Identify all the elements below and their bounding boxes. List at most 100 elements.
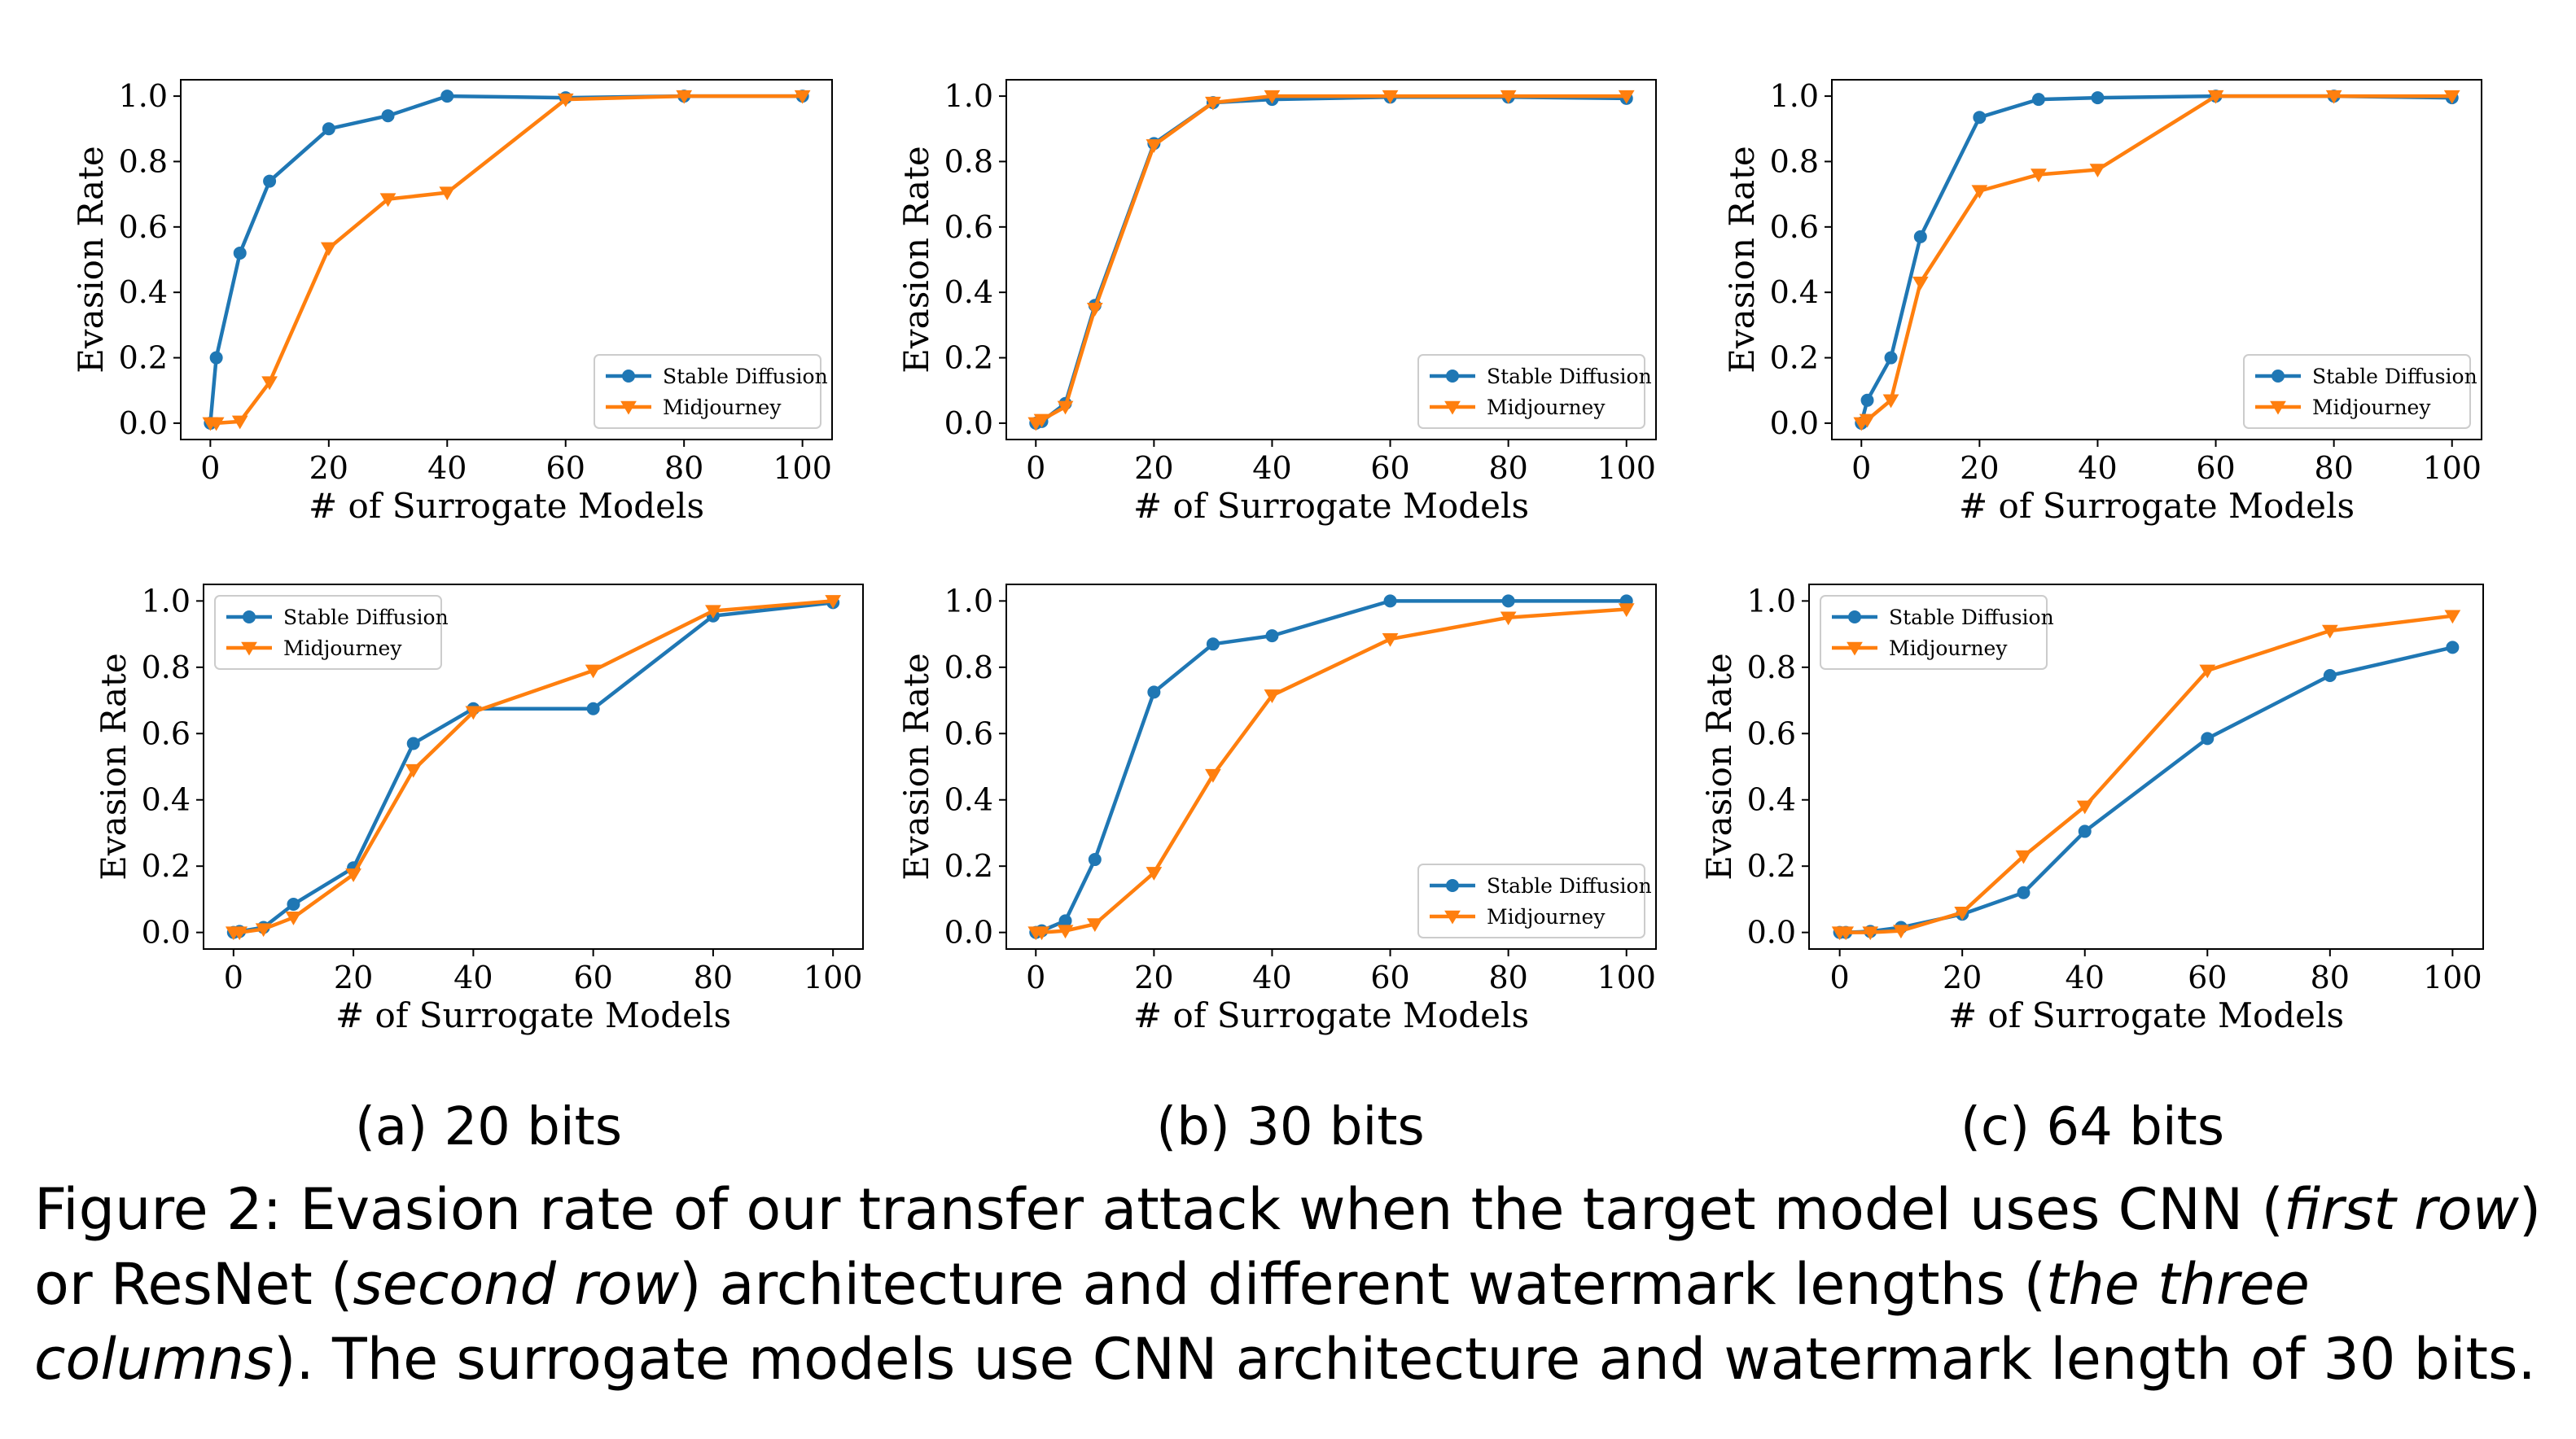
plot-frame <box>203 584 864 950</box>
x-tick-label: 60 <box>573 960 612 995</box>
series-line-midjourney <box>233 599 834 934</box>
y-tick-label: 1.0 <box>1747 583 1796 619</box>
plot-frame <box>1005 79 1657 440</box>
data-point-midjourney <box>825 595 842 609</box>
data-point-midjourney <box>231 926 248 941</box>
legend: Stable Diffusion Midjourney <box>214 595 449 670</box>
data-point-midjourney <box>1862 926 1879 941</box>
y-tick-label: 1.0 <box>142 583 191 619</box>
legend-label-stable-diffusion: Stable Diffusion <box>1487 874 1652 898</box>
y-tick-label: 0.2 <box>944 340 993 376</box>
data-point-midjourney <box>208 417 225 431</box>
x-tick-label: 20 <box>1134 450 1173 486</box>
legend-box <box>594 354 821 429</box>
y-tick-label: 0.8 <box>119 143 168 179</box>
y-tick-label: 0.4 <box>119 274 168 310</box>
data-point-midjourney <box>2031 168 2047 183</box>
data-point-stable-diffusion <box>1206 637 1220 651</box>
data-point-stable-diffusion <box>2017 886 2031 899</box>
data-point-midjourney <box>1382 90 1399 104</box>
data-point-midjourney <box>1205 768 1221 783</box>
x-tick-label: 100 <box>804 960 863 995</box>
legend-label-midjourney: Midjourney <box>2312 396 2431 419</box>
plot-frame <box>180 79 833 440</box>
data-point-stable-diffusion <box>2201 732 2215 746</box>
y-tick-label: 0.0 <box>142 915 191 951</box>
data-point-stable-diffusion <box>287 898 300 912</box>
series-line-stable-diffusion <box>1035 599 1627 934</box>
data-point-midjourney <box>2015 850 2032 864</box>
data-point-stable-diffusion <box>1147 685 1161 699</box>
x-tick-label: 60 <box>1370 450 1409 486</box>
data-point-stable-diffusion <box>209 351 223 365</box>
data-point-midjourney <box>1205 96 1221 111</box>
data-point-midjourney <box>1264 689 1281 703</box>
legend-box <box>2243 354 2471 429</box>
data-point-midjourney <box>405 763 422 778</box>
data-point-stable-diffusion <box>1973 111 1987 125</box>
series-line-stable-diffusion <box>1839 645 2453 934</box>
legend-label-stable-diffusion: Stable Diffusion <box>663 365 828 388</box>
data-point-midjourney <box>1971 185 1988 199</box>
data-point-stable-diffusion <box>406 737 420 750</box>
legend-marker-stable-diffusion <box>2272 370 2285 383</box>
caption-emphasis-1: first row <box>2283 1176 2519 1243</box>
legend-box <box>1417 864 1645 938</box>
legend-box <box>1820 595 2048 670</box>
x-tick-label: 40 <box>427 450 467 486</box>
y-tick-label: 0.6 <box>1747 715 1796 751</box>
x-axis-label: # of Surrogate Models <box>1133 486 1529 526</box>
data-point-midjourney <box>1033 413 1050 428</box>
plot-frame <box>1005 584 1657 950</box>
x-tick-label: 40 <box>2066 960 2105 995</box>
y-tick-label: 0.8 <box>142 650 191 685</box>
y-tick-label: 1.0 <box>119 78 168 114</box>
data-point-stable-diffusion <box>2323 669 2337 682</box>
x-axis-label: # of Surrogate Models <box>1133 995 1529 1035</box>
data-point-stable-diffusion <box>1860 393 1874 407</box>
data-point-midjourney <box>1618 90 1635 104</box>
data-point-midjourney <box>1146 139 1163 153</box>
y-axis-label: Evasion Rate <box>896 146 936 373</box>
data-point-midjourney <box>1838 926 1855 941</box>
y-tick-label: 0.2 <box>142 848 191 884</box>
data-point-stable-diffusion <box>2031 93 2045 107</box>
x-tick-label: 80 <box>664 450 703 486</box>
chart-panel-3: 0 20 40 60 80 100 0.0 0.2 0.4 0.6 0.8 1.0 # of Surro… <box>1722 78 2482 526</box>
x-tick-label: 40 <box>453 960 493 995</box>
series-line-midjourney <box>1860 94 2452 425</box>
legend: Stable Diffusion Midjourney <box>594 354 828 429</box>
x-tick-label: 20 <box>309 450 348 486</box>
y-tick-label: 0.4 <box>944 782 993 818</box>
y-tick-label: 0.0 <box>1747 915 1796 951</box>
data-point-stable-diffusion <box>1383 594 1397 608</box>
x-tick-label: 100 <box>773 450 832 486</box>
data-point-midjourney <box>231 415 248 430</box>
legend-marker-midjourney <box>620 400 637 415</box>
subfigure-label-c: (c) 64 bits <box>1960 1097 2225 1157</box>
data-point-midjourney <box>1893 925 1909 939</box>
y-tick-label: 0.4 <box>1747 782 1796 818</box>
subfigure-label-a: (a) 20 bits <box>354 1097 623 1157</box>
data-point-midjourney <box>2089 164 2106 178</box>
legend: Stable Diffusion Midjourney <box>1820 595 2054 670</box>
y-tick-label: 0.2 <box>944 848 993 884</box>
legend-label-stable-diffusion: Stable Diffusion <box>1487 365 1652 388</box>
x-tick-label: 20 <box>1960 450 1999 486</box>
data-point-stable-diffusion <box>2091 91 2105 105</box>
caption-text-3: ) architecture and different watermark l… <box>679 1251 2046 1318</box>
x-tick-label: 60 <box>2196 450 2235 486</box>
legend: Stable Diffusion Midjourney <box>1417 864 1652 938</box>
x-tick-label: 20 <box>1943 960 1982 995</box>
data-point-stable-diffusion <box>2078 824 2092 838</box>
x-axis-label: # of Surrogate Models <box>335 995 731 1035</box>
legend-label-midjourney: Midjourney <box>1889 636 2008 660</box>
legend: Stable Diffusion Midjourney <box>1417 354 1652 429</box>
data-point-stable-diffusion <box>1501 594 1515 608</box>
y-tick-label: 0.6 <box>944 715 993 751</box>
legend-marker-stable-diffusion <box>243 610 256 623</box>
legend-marker-midjourney <box>1444 400 1461 415</box>
data-point-midjourney <box>794 90 811 104</box>
x-tick-label: 60 <box>1370 960 1409 995</box>
legend-label-midjourney: Midjourney <box>1487 905 1606 929</box>
